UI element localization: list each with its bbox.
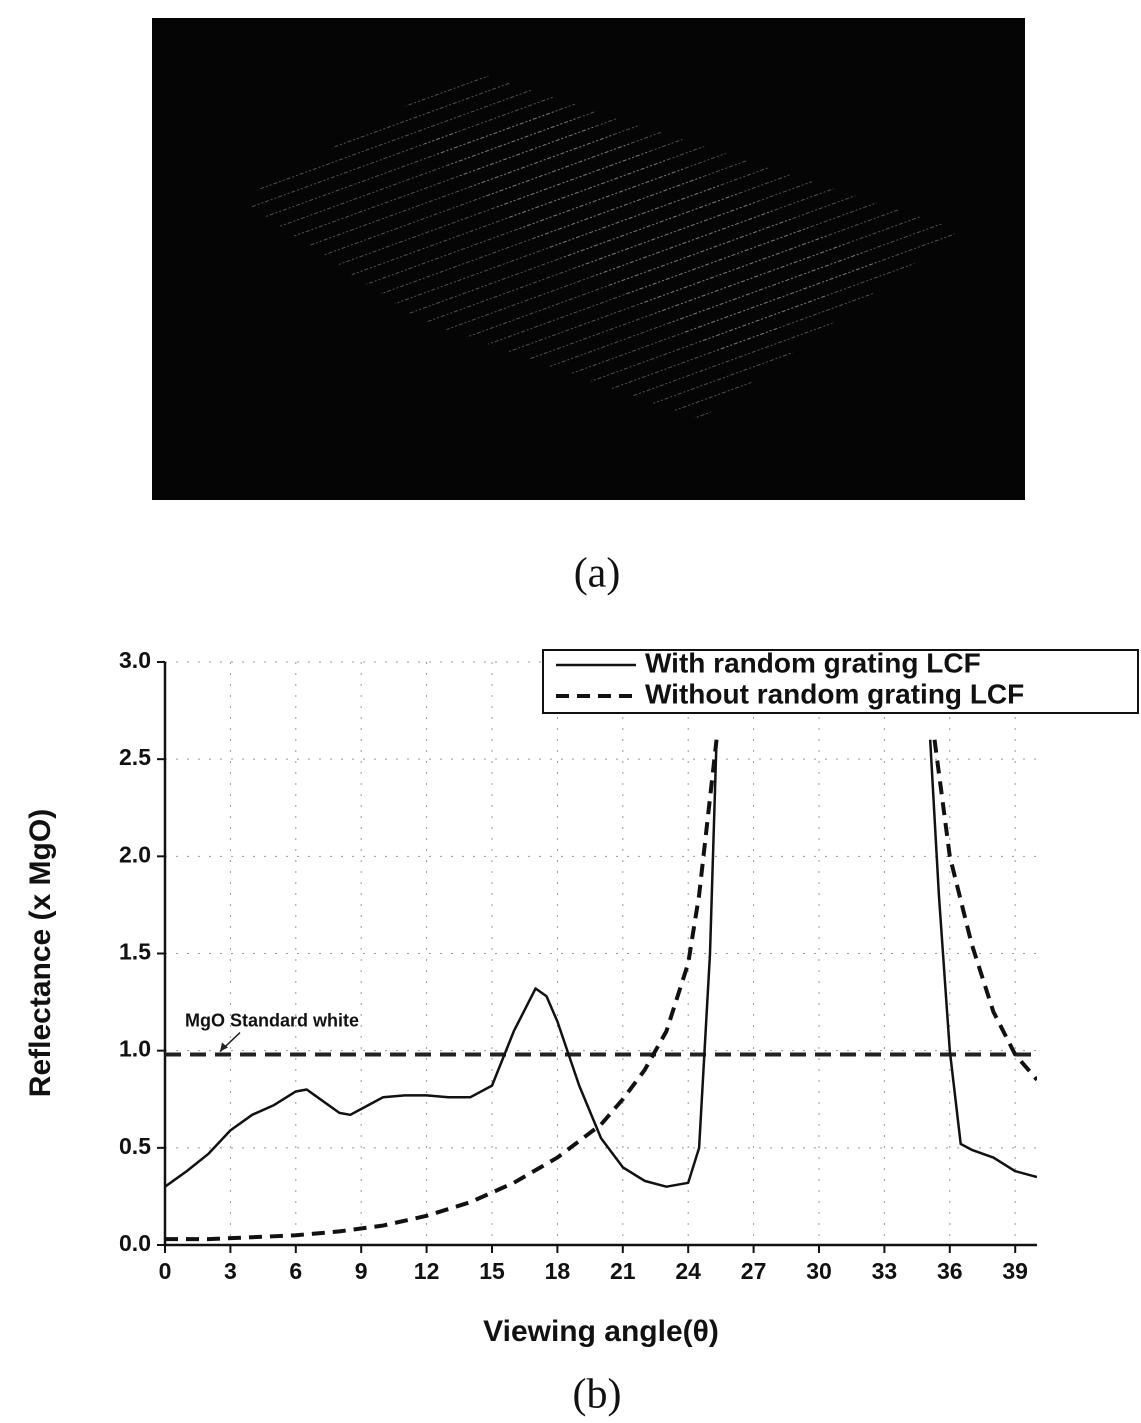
plot-area: [165, 740, 1037, 1239]
x-tick-label: 3: [224, 1258, 237, 1284]
y-tick-label: 0.0: [119, 1230, 151, 1256]
x-tick-label: 30: [806, 1258, 832, 1284]
x-tick-label: 6: [289, 1258, 302, 1284]
y-tick-label: 0.5: [119, 1133, 151, 1159]
x-axis-label: Viewing angle(θ): [483, 1315, 719, 1348]
y-tick-label: 1.5: [119, 939, 151, 965]
y-axis-label: Reflectance (x MgO): [24, 809, 57, 1097]
y-tick-label: 1.0: [119, 1036, 151, 1062]
panel-caption: (b): [573, 1372, 622, 1418]
x-tick-label: 0: [159, 1258, 172, 1284]
y-tick-label: 2.5: [119, 744, 151, 770]
legend-entry: With random grating LCF: [645, 647, 981, 678]
x-tick-label: 21: [610, 1258, 636, 1284]
x-tick-label: 39: [1002, 1258, 1028, 1284]
annotation-arrow: [220, 1043, 228, 1052]
x-tick-label: 15: [479, 1258, 505, 1284]
x-tick-label: 18: [545, 1258, 571, 1284]
figure: (a) (b) Viewing angle(θ) Reflectance (x …: [0, 0, 1141, 1423]
x-tick-label: 33: [872, 1258, 898, 1284]
x-tick-label: 27: [741, 1258, 767, 1284]
legend-entry: Without random grating LCF: [645, 678, 1024, 709]
y-tick-label: 3.0: [119, 647, 151, 673]
series-line: [165, 740, 1037, 1239]
photo: [152, 18, 1025, 500]
y-tick-label: 2.0: [119, 841, 151, 867]
panel-caption: (a): [574, 551, 621, 597]
x-tick-label: 12: [414, 1258, 440, 1284]
x-tick-label: 24: [675, 1258, 701, 1284]
annotation: MgO Standard white: [185, 1010, 359, 1030]
x-tick-label: 36: [937, 1258, 963, 1284]
x-tick-label: 9: [355, 1258, 368, 1284]
